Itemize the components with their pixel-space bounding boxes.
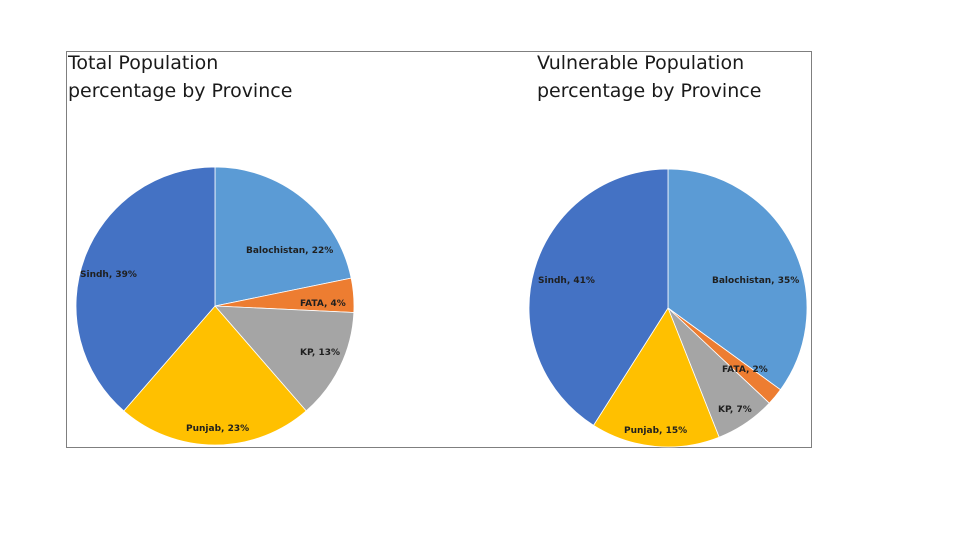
pie-slice-punjab <box>123 305 307 446</box>
slice-label-sindh: Sindh, 39% <box>80 270 137 280</box>
pie-slice-punjab <box>592 307 720 448</box>
chart-title-vulnerable-population: Vulnerable Population percentage by Prov… <box>537 49 761 105</box>
pie-slice-sindh <box>75 166 216 412</box>
chart-title-line: percentage by Province <box>537 80 762 102</box>
slice-label-fata: FATA, 2% <box>722 365 768 375</box>
slice-label-balochistan: Balochistan, 22% <box>246 246 333 256</box>
slice-label-fata: FATA, 4% <box>300 299 346 309</box>
pie-slice-balochistan <box>667 168 808 391</box>
slice-label-kp: KP, 13% <box>300 348 340 358</box>
pie-slice-sindh <box>528 168 669 426</box>
chart-title-line: percentage by Province <box>68 80 293 102</box>
chart-title-line: Vulnerable Population <box>537 52 745 74</box>
pie-slice-kp <box>214 305 355 412</box>
slice-label-kp: KP, 7% <box>718 405 752 415</box>
slice-label-balochistan: Balochistan, 35% <box>712 276 799 286</box>
slice-label-punjab: Punjab, 15% <box>624 426 687 436</box>
chart-title-line: Total Population <box>68 52 219 74</box>
pie-slice-balochistan <box>214 166 352 307</box>
chart-title-total-population: Total Population percentage by Province <box>68 49 292 105</box>
slice-label-sindh: Sindh, 41% <box>538 276 595 286</box>
slice-label-punjab: Punjab, 23% <box>186 424 249 434</box>
